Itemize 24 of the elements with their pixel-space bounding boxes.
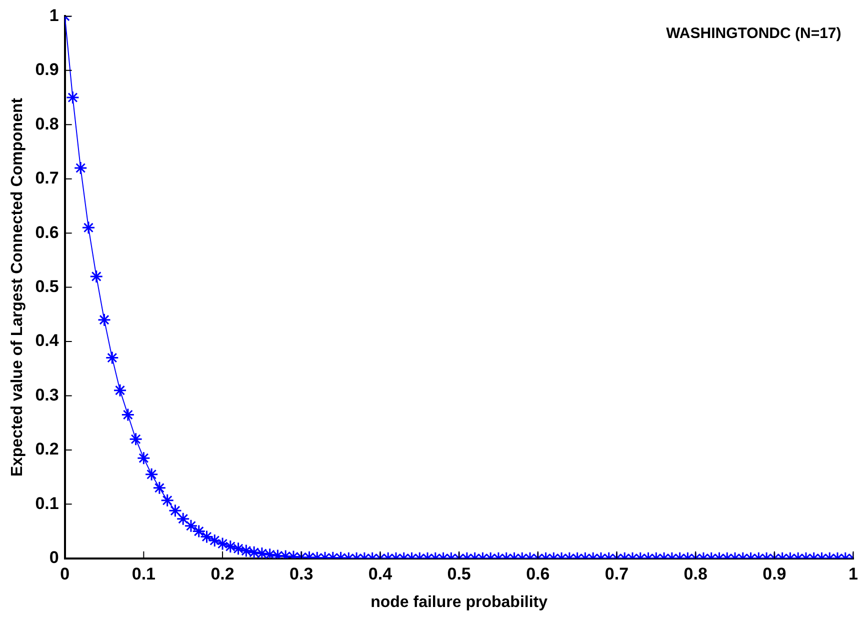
y-axis-title: Expected value of Largest Connected Component xyxy=(9,97,26,477)
x-tick-label: 0.7 xyxy=(604,564,629,584)
x-axis-title: node failure probability xyxy=(370,594,548,611)
y-tick-label: 0.1 xyxy=(35,494,59,513)
y-tick-label: 0.7 xyxy=(35,168,59,188)
x-tick-label: 0.3 xyxy=(290,564,314,584)
x-tick-label: 0.6 xyxy=(526,564,550,584)
x-tick-label: 0.4 xyxy=(368,564,393,584)
x-tick-label: 0.9 xyxy=(762,564,786,584)
y-tick-label: 0.5 xyxy=(35,276,59,296)
x-tick-label: 0.5 xyxy=(447,564,471,584)
x-tick-label: 1 xyxy=(848,564,858,584)
y-tick-label: 1 xyxy=(49,6,59,25)
x-tick-label: 0.8 xyxy=(684,564,708,584)
x-tick-label: 0.2 xyxy=(210,564,234,584)
x-tick-label: 0.1 xyxy=(132,564,156,584)
y-tick-label: 0.4 xyxy=(35,331,60,350)
y-tick-label: 0.9 xyxy=(35,60,59,80)
y-tick-label: 0.3 xyxy=(35,385,59,404)
text: WASHINGTONDC (N=17) xyxy=(666,24,842,42)
y-tick-label: 0.2 xyxy=(35,440,59,459)
y-tick-label: 0.8 xyxy=(35,114,59,134)
y-tick-label: 0 xyxy=(49,548,59,568)
y-tick-label: 0.6 xyxy=(35,222,59,242)
